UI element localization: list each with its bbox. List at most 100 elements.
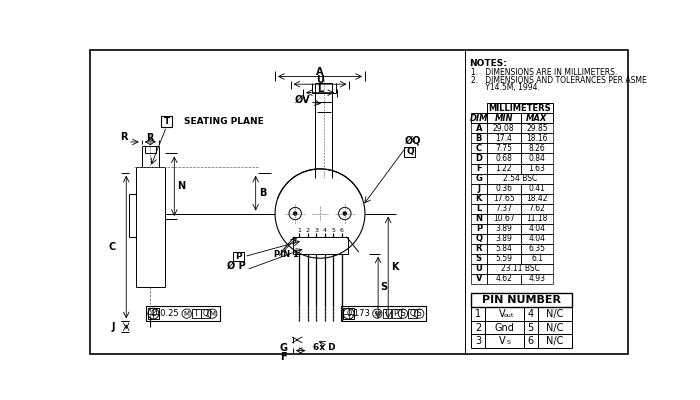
Text: 1.63: 1.63 [528,164,545,173]
Bar [471,244,486,254]
Bar [521,224,553,234]
Text: 7.37: 7.37 [495,204,512,213]
Text: V: V [499,309,505,319]
Text: 6.35: 6.35 [528,244,545,253]
Text: 0.36: 0.36 [495,184,512,193]
Text: N/C: N/C [546,309,564,319]
Text: F: F [476,164,482,173]
Text: PIN 1: PIN 1 [274,250,298,259]
Text: ØQ: ØQ [405,135,421,145]
Text: 4: 4 [528,309,534,319]
Bar [471,274,486,284]
Text: 5.84: 5.84 [495,244,512,253]
Text: out: out [503,313,514,318]
Text: 6: 6 [340,228,344,233]
Text: T: T [194,309,198,318]
Text: 2: 2 [306,228,309,233]
Text: D: D [475,154,482,163]
Text: K: K [391,262,399,272]
Text: 0.84: 0.84 [528,154,545,163]
Bar [486,244,521,254]
Text: Q: Q [202,309,208,318]
Text: 0.173: 0.173 [346,309,370,318]
Bar [524,320,538,334]
Text: N: N [475,214,482,223]
Text: 6x D: 6x D [313,343,335,352]
Bar [486,234,521,244]
Bar [341,306,426,321]
Bar [471,264,486,274]
Bar [471,144,486,154]
Bar [521,244,553,254]
Text: C: C [476,144,482,153]
Text: T: T [384,309,389,318]
Text: 3: 3 [314,228,318,233]
Text: 1: 1 [297,228,301,233]
Bar [521,234,553,244]
Bar [486,124,521,134]
Text: MILLIMETERS: MILLIMETERS [489,104,552,113]
Bar [148,308,159,319]
Text: R: R [146,133,154,143]
Bar [521,134,553,144]
Text: 4.93: 4.93 [528,274,545,283]
Bar [486,134,521,144]
Bar [486,144,521,154]
Text: 4.62: 4.62 [495,274,512,283]
Text: P: P [393,309,398,318]
Text: 0.68: 0.68 [495,154,512,163]
Bar [521,144,553,154]
Text: 4.04: 4.04 [528,234,545,243]
Bar [521,164,553,174]
Text: 4: 4 [323,228,327,233]
Bar [538,307,572,320]
Text: J: J [477,184,480,193]
Text: 18.42: 18.42 [526,194,547,203]
Text: M: M [209,311,216,317]
Text: S: S [400,309,405,318]
Text: U: U [475,264,482,273]
Text: S: S [476,254,482,263]
Text: 5: 5 [528,322,534,332]
Bar [383,309,391,318]
Text: Ø P: Ø P [227,261,246,271]
Text: 3.89: 3.89 [495,224,512,233]
Bar [471,334,485,348]
Text: N: N [176,181,185,191]
Text: 6: 6 [528,336,534,346]
Text: A: A [475,124,482,133]
Text: NOTES:: NOTES: [470,59,508,68]
Text: DIM: DIM [470,114,488,123]
Text: 17.4: 17.4 [495,134,512,143]
Text: A: A [316,67,323,77]
Text: R: R [120,132,127,142]
Text: G: G [279,342,288,352]
Bar [471,320,485,334]
Text: ØV: ØV [295,94,311,104]
Bar [471,114,486,124]
Bar [471,194,486,204]
Bar [486,274,521,284]
Bar [471,124,486,134]
Text: 23.11 BSC: 23.11 BSC [500,264,540,273]
Text: B: B [476,134,482,143]
Bar [471,184,486,194]
Bar [521,154,553,164]
Text: 6.1: 6.1 [531,254,543,263]
Bar [202,309,210,318]
Text: C: C [108,242,116,252]
Bar [538,334,572,348]
Bar [486,164,521,174]
Bar [486,174,553,184]
Text: M: M [183,311,190,317]
Bar [521,214,553,224]
Bar [146,306,220,321]
Bar [521,124,553,134]
Text: L: L [317,84,323,94]
Bar [524,307,538,320]
Text: S: S [506,340,510,346]
Bar [486,254,521,264]
Text: Gnd: Gnd [494,322,514,332]
Bar [471,174,486,184]
Bar [486,114,521,124]
